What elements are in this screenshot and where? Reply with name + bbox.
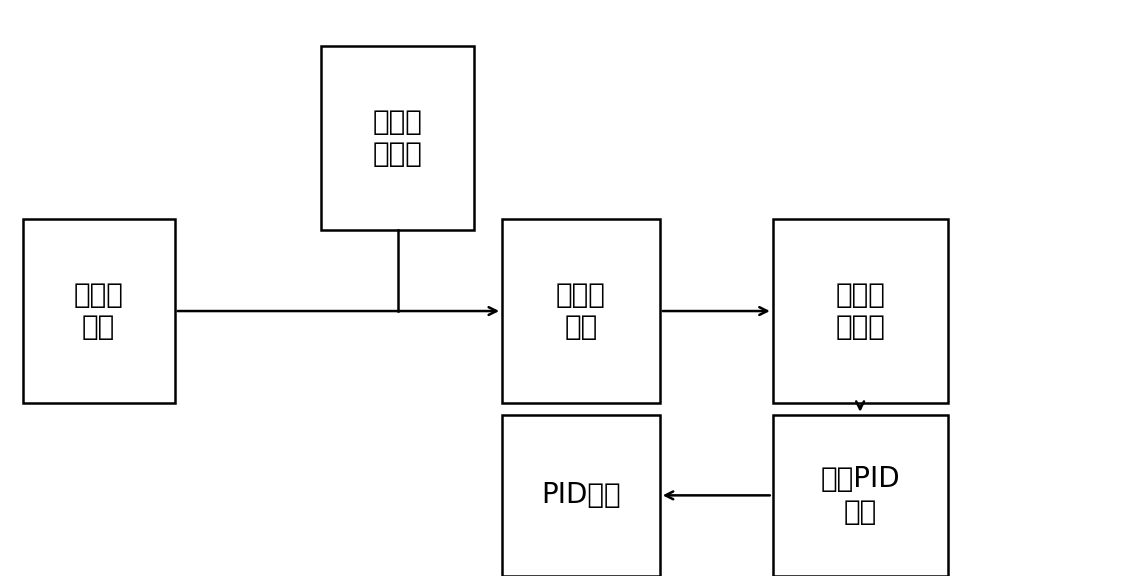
Bar bbox=[773, 219, 948, 403]
Text: 控制表
模块: 控制表 模块 bbox=[556, 281, 606, 341]
Text: 中断控
制模块: 中断控 制模块 bbox=[372, 108, 423, 168]
Text: PID模块: PID模块 bbox=[541, 482, 620, 509]
Text: 主程序
模块: 主程序 模块 bbox=[73, 281, 124, 341]
Bar bbox=[321, 46, 474, 230]
Bar bbox=[502, 219, 660, 403]
Bar bbox=[773, 415, 948, 576]
Text: 模糊PID
模块: 模糊PID 模块 bbox=[820, 465, 900, 525]
Text: 隶属函
数模块: 隶属函 数模块 bbox=[835, 281, 885, 341]
Bar bbox=[502, 415, 660, 576]
Bar bbox=[23, 219, 175, 403]
